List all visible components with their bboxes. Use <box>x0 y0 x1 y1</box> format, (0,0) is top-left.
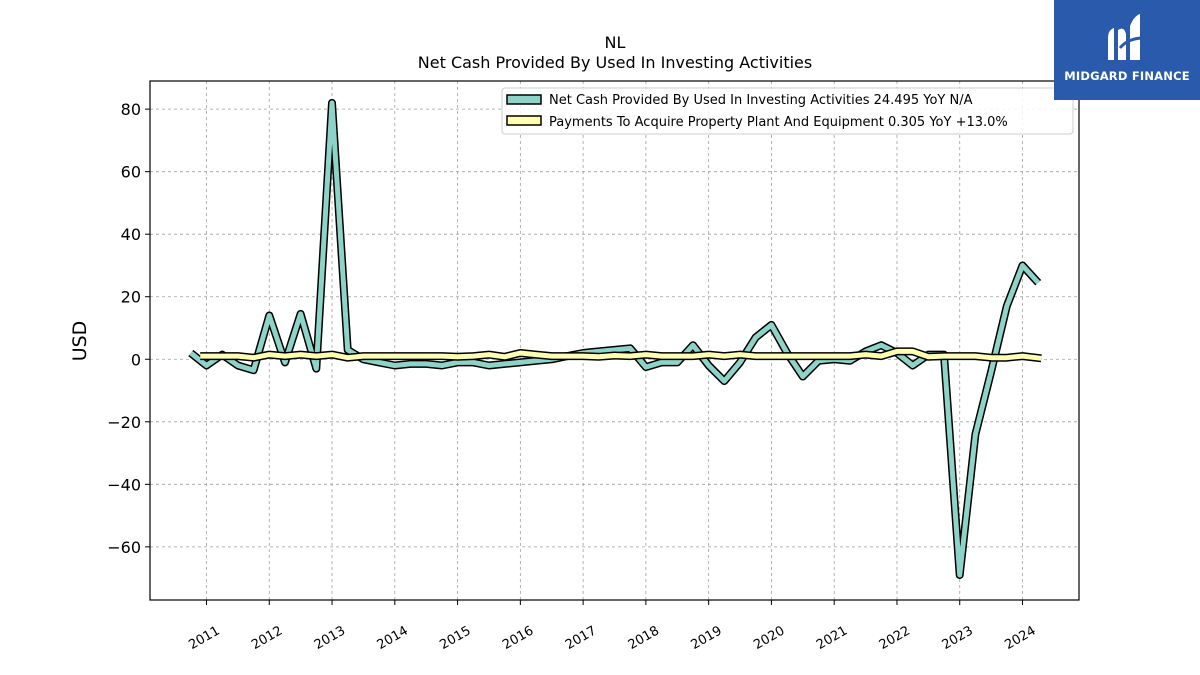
legend-label-capex: Payments To Acquire Property Plant And E… <box>549 115 1008 130</box>
y-tick-label: −40 <box>107 475 141 494</box>
x-tick-label: 2024 <box>1002 623 1038 653</box>
y-tick-label: 20 <box>121 288 141 307</box>
x-tick-label: 2016 <box>500 623 536 653</box>
x-tick-label: 2011 <box>186 623 222 653</box>
chart-subtitle: Net Cash Provided By Used In Investing A… <box>418 53 812 72</box>
y-axis-label: USD <box>69 321 91 362</box>
x-tick-label: 2023 <box>940 623 976 653</box>
chart-title: NL <box>605 33 626 52</box>
legend-label-net-cash: Net Cash Provided By Used In Investing A… <box>549 93 973 108</box>
y-tick-label: 40 <box>121 225 141 244</box>
x-tick-label: 2015 <box>437 623 473 653</box>
brand-name: MIDGARD FINANCE <box>1064 69 1190 83</box>
legend-swatch-capex <box>506 115 542 126</box>
y-tick-label: 60 <box>121 163 141 182</box>
series-line-0 <box>189 100 1041 578</box>
x-tick-label: 2013 <box>312 623 348 653</box>
series-line-1 <box>200 348 1042 361</box>
x-tick-label: 2020 <box>751 623 787 653</box>
midgard-m-icon <box>1108 14 1145 60</box>
x-tick-label: 2019 <box>688 623 724 653</box>
plot-frame <box>149 80 1080 601</box>
midgard-finance-logo: MIDGARD FINANCE <box>1054 0 1200 100</box>
x-tick-label: 2017 <box>563 623 599 653</box>
data-lines <box>188 98 1042 579</box>
y-axis: 80 60 40 20 0 −20 −40 −60 <box>107 100 150 557</box>
y-tick-label: 80 <box>121 100 141 119</box>
x-axis: 2011 2012 2013 2014 2015 2016 2017 2018 2019 2020… <box>186 600 1039 653</box>
legend: Net Cash Provided By Used In Investing A… <box>501 87 1074 135</box>
x-tick-label: 2014 <box>375 623 411 653</box>
y-tick-label: 0 <box>131 350 141 369</box>
legend-swatch-net-cash <box>506 94 542 105</box>
x-tick-label: 2022 <box>877 623 913 653</box>
x-tick-label: 2012 <box>249 623 285 653</box>
y-tick-label: −20 <box>107 413 141 432</box>
grid-lines <box>150 81 1079 600</box>
legend-box <box>501 87 1074 135</box>
x-tick-label: 2018 <box>626 623 662 653</box>
y-tick-label: −60 <box>107 538 141 557</box>
x-tick-label: 2021 <box>814 623 850 653</box>
